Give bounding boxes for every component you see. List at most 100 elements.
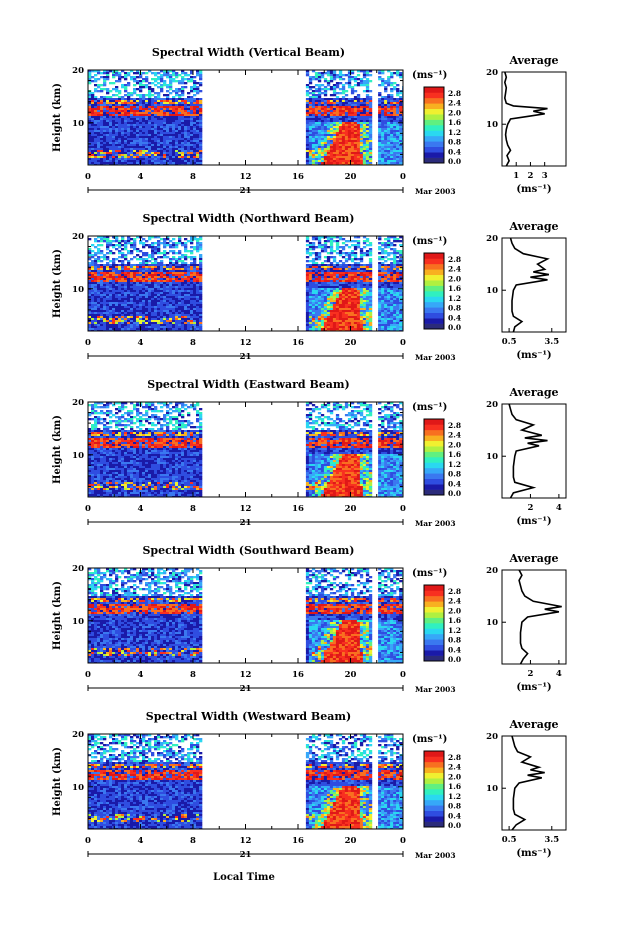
colorbar: 2.82.42.01.61.20.80.40.0: [423, 418, 461, 498]
colorbar-units: (ms⁻¹): [412, 734, 447, 745]
x-tick-label: 0: [400, 504, 406, 514]
average-units: (ms⁻¹): [516, 682, 551, 693]
y-tick-label: 20: [72, 232, 84, 242]
avg-x-tick: 3: [542, 171, 548, 181]
day-label: 21: [240, 186, 252, 196]
average-profile-line: [518, 569, 562, 665]
panel-title: Spectral Width (Eastward Beam): [147, 378, 349, 391]
avg-y-tick: 20: [486, 234, 498, 244]
average-units: (ms⁻¹): [516, 848, 551, 859]
day-label: 21: [240, 352, 252, 362]
heatmap: [88, 402, 403, 497]
heatmap: [88, 568, 403, 663]
average-title: Average: [508, 718, 558, 731]
x-tick-label: 4: [138, 338, 144, 348]
average-profile-line: [509, 237, 550, 333]
average-title: Average: [508, 54, 558, 67]
colorbar: 2.82.42.01.61.20.80.40.0: [423, 584, 461, 664]
x-tick-label: 16: [292, 836, 304, 846]
colorbar: 2.82.42.01.61.20.80.40.0: [423, 252, 461, 332]
colorbar-tick: 0.4: [448, 645, 461, 654]
x-tick-label: 0: [400, 836, 406, 846]
y-tick-label: 10: [72, 783, 84, 793]
panel-1: Spectral Width (Vertical Beam) 20 10 Height…: [52, 46, 567, 196]
colorbar-tick: 2.8: [448, 421, 461, 430]
colorbar-tick: 0.8: [448, 470, 461, 479]
date-label: Mar 2003: [415, 353, 456, 362]
x-tick-label: 8: [190, 504, 196, 514]
avg-y-tick: 10: [486, 784, 498, 794]
y-tick-label: 10: [72, 119, 84, 129]
colorbar-tick: 1.6: [448, 284, 461, 293]
colorbar-tick: 0.4: [448, 147, 461, 156]
colorbar-tick: 2.8: [448, 587, 461, 596]
average-title: Average: [508, 220, 558, 233]
colorbar-tick: 0.8: [448, 636, 461, 645]
y-axis-label: Height (km): [52, 581, 63, 650]
avg-x-tick: 2: [527, 669, 533, 679]
colorbar-tick: 1.2: [448, 128, 461, 137]
colorbar-tick: 2.0: [448, 440, 461, 449]
average-units: (ms⁻¹): [516, 350, 551, 361]
colorbar-tick: 0.4: [448, 313, 461, 322]
x-tick-label: 0: [400, 172, 406, 182]
colorbar-tick: 0.4: [448, 811, 461, 820]
colorbar-tick: 1.2: [448, 792, 461, 801]
average-frame: [501, 569, 567, 665]
x-tick-label: 8: [190, 338, 196, 348]
colorbar-tick: 1.6: [448, 616, 461, 625]
x-tick-label: 0: [400, 338, 406, 348]
y-tick-label: 20: [72, 730, 84, 740]
avg-x-tick: 4: [556, 503, 562, 513]
x-tick-label: 4: [138, 836, 144, 846]
colorbar-tick: 2.8: [448, 753, 461, 762]
colorbar-tick: 0.0: [448, 323, 461, 332]
date-label: Mar 2003: [415, 519, 456, 528]
day-label: 21: [240, 518, 252, 528]
avg-y-tick: 10: [486, 452, 498, 462]
colorbar-tick: 0.8: [448, 802, 461, 811]
average-profile-line: [508, 403, 548, 499]
y-axis-label: Height (km): [52, 83, 63, 152]
x-tick-label: 8: [190, 172, 196, 182]
day-label: 21: [240, 850, 252, 860]
avg-x-tick: 4: [556, 669, 562, 679]
colorbar-units: (ms⁻¹): [412, 70, 447, 81]
colorbar-tick: 2.4: [448, 265, 461, 274]
panel-title: Spectral Width (Vertical Beam): [152, 46, 345, 59]
panel-3: Spectral Width (Eastward Beam)2010Height…: [52, 378, 567, 528]
panel-title: Spectral Width (Westward Beam): [146, 710, 351, 723]
y-axis-label: Height (km): [52, 747, 63, 816]
colorbar-tick: 2.4: [448, 431, 461, 440]
x-tick-label: 4: [138, 670, 144, 680]
date-label: Mar 2003: [415, 187, 456, 196]
y-axis-label: Height (km): [52, 249, 63, 318]
colorbar-tick: 2.8: [448, 89, 461, 98]
avg-y-tick: 10: [486, 120, 498, 130]
panel-5: Spectral Width (Westward Beam) 20 10 Height…: [52, 710, 567, 860]
colorbar-tick: 0.8: [448, 138, 461, 147]
colorbar-units: (ms⁻¹): [412, 236, 447, 247]
average-units: (ms⁻¹): [516, 516, 551, 527]
x-tick-label: 12: [240, 172, 252, 182]
colorbar-tick: 0.0: [448, 489, 461, 498]
x-tick-label: 12: [240, 338, 252, 348]
avg-y-tick: 10: [486, 286, 498, 296]
colorbar-tick: 1.2: [448, 460, 461, 469]
colorbar-units: (ms⁻¹): [412, 402, 447, 413]
average-frame: [501, 71, 567, 167]
x-tick-label: 16: [292, 172, 304, 182]
colorbar-tick: 1.6: [448, 450, 461, 459]
average-frame: [501, 735, 567, 831]
x-tick-label: 20: [345, 338, 357, 348]
colorbar-tick: 0.0: [448, 821, 461, 830]
colorbar-tick: 0.4: [448, 479, 461, 488]
x-tick-label: 20: [345, 504, 357, 514]
x-tick-label: 0: [85, 670, 91, 680]
colorbar-units: (ms⁻¹): [412, 568, 447, 579]
colorbar-tick: 2.4: [448, 597, 461, 606]
y-tick-label: 20: [72, 66, 84, 76]
avg-x-tick: 3.5: [544, 835, 559, 845]
date-label: Mar 2003: [415, 851, 456, 860]
panel-4: Spectral Width (Southward Beam)2010Heigh…: [52, 544, 567, 694]
